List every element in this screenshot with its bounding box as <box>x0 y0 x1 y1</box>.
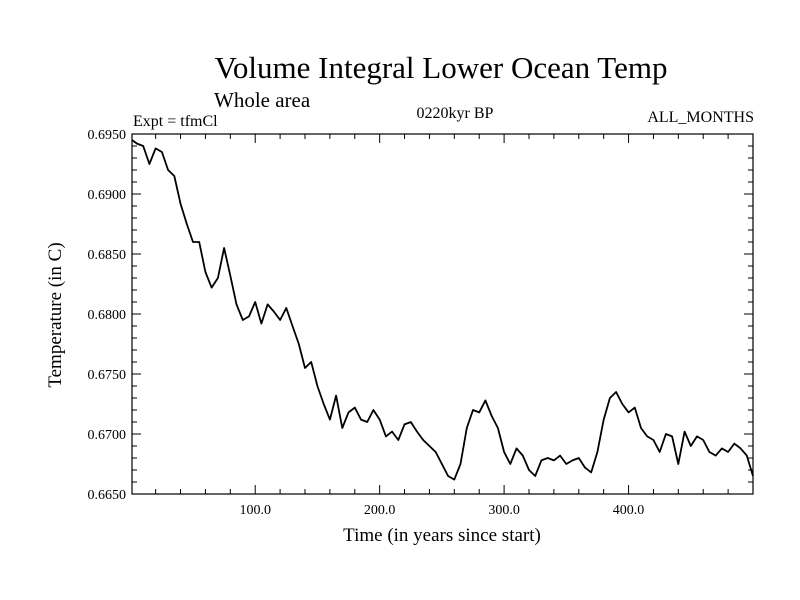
x-tick-label: 100.0 <box>239 503 271 518</box>
y-tick-label: 0.6850 <box>88 248 127 263</box>
plot-frame <box>131 133 754 495</box>
y-tick-label: 0.6950 <box>88 128 127 143</box>
y-tick-label: 0.6650 <box>88 488 127 503</box>
chart-subtitle: Whole area <box>214 88 311 112</box>
months-label: ALL_MONTHS <box>647 109 754 126</box>
x-tick-label: 400.0 <box>613 503 645 518</box>
axis-ticks <box>132 133 753 495</box>
y-axis-label: Temperature (in C) <box>45 242 66 387</box>
period-label: 0220kyr BP <box>416 105 494 122</box>
y-tick-labels: 0.6650 0.6700 0.6750 0.6800 0.6850 0.6900 0.69… <box>88 128 127 503</box>
y-tick-label: 0.6800 <box>88 308 127 323</box>
series-line <box>131 139 754 481</box>
chart-title: Volume Integral Lower Ocean Temp <box>214 50 668 85</box>
y-tick-label: 0.6700 <box>88 428 127 443</box>
experiment-label: Expt = tfmCl <box>133 113 218 130</box>
x-tick-labels: 100.0 200.0 300.0 400.0 <box>239 503 644 518</box>
x-tick-label: 200.0 <box>364 503 396 518</box>
y-tick-label: 0.6750 <box>88 368 127 383</box>
x-axis-label: Time (in years since start) <box>343 525 541 546</box>
y-tick-label: 0.6900 <box>88 188 127 203</box>
x-tick-label: 300.0 <box>488 503 520 518</box>
